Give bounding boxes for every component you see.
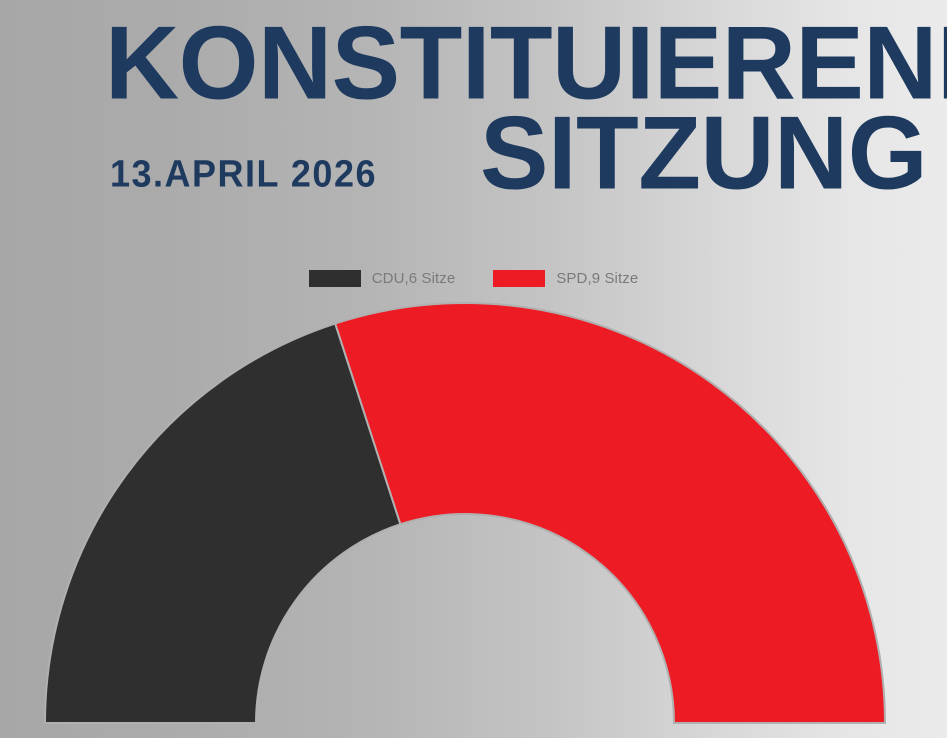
- headline-line-secondary: SITZUNG: [480, 95, 928, 212]
- seat-segment-cdu[interactable]: [43, 322, 402, 724]
- legend-item-spd[interactable]: SPD,9 Sitze: [493, 270, 638, 287]
- legend-item-cdu[interactable]: CDU,6 Sitze: [308, 270, 456, 287]
- legend-label-cdu: CDU,6 Sitze: [371, 270, 456, 287]
- headline-line-primary: KONSTITUIERENDE: [105, 5, 947, 122]
- legend-label-spd: SPD,9 Sitze: [556, 270, 639, 287]
- legend-swatch-spd-icon: [493, 270, 546, 287]
- event-date: 13.APRIL 2026: [110, 151, 377, 195]
- seat-segment-spd[interactable]: [333, 302, 887, 724]
- chart-legend: CDU,6 Sitze SPD,9 Sitze: [0, 270, 947, 287]
- legend-swatch-cdu-icon: [308, 270, 361, 287]
- headline-block: KONSTITUIERENDE SITZUNG 13.APRIL 2026: [0, 0, 947, 215]
